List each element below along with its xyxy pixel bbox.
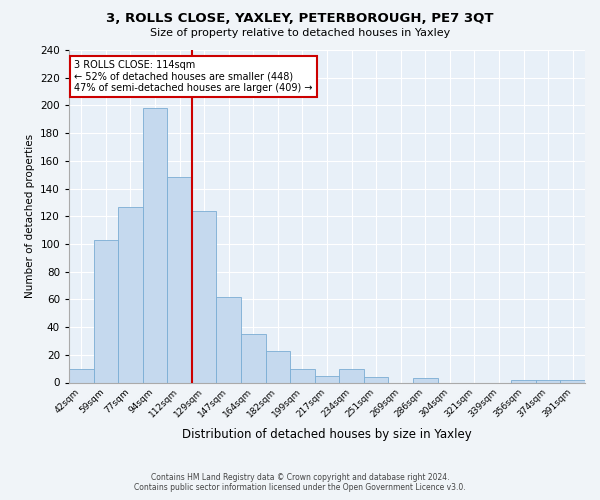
Bar <box>241 334 266 382</box>
Text: 3 ROLLS CLOSE: 114sqm
← 52% of detached houses are smaller (448)
47% of semi-det: 3 ROLLS CLOSE: 114sqm ← 52% of detached … <box>74 60 313 93</box>
Bar <box>536 380 560 382</box>
Bar <box>413 378 437 382</box>
Bar <box>315 376 339 382</box>
Bar <box>560 380 585 382</box>
Bar <box>339 368 364 382</box>
Bar <box>192 210 217 382</box>
Text: Contains HM Land Registry data © Crown copyright and database right 2024.
Contai: Contains HM Land Registry data © Crown c… <box>134 473 466 492</box>
Bar <box>266 350 290 382</box>
Bar <box>143 108 167 382</box>
Bar <box>167 178 192 382</box>
Bar <box>364 377 388 382</box>
Bar <box>217 296 241 382</box>
Bar <box>511 380 536 382</box>
Text: Size of property relative to detached houses in Yaxley: Size of property relative to detached ho… <box>150 28 450 38</box>
Bar <box>69 368 94 382</box>
Bar <box>290 368 315 382</box>
Y-axis label: Number of detached properties: Number of detached properties <box>25 134 35 298</box>
Text: 3, ROLLS CLOSE, YAXLEY, PETERBOROUGH, PE7 3QT: 3, ROLLS CLOSE, YAXLEY, PETERBOROUGH, PE… <box>106 12 494 26</box>
Bar <box>118 206 143 382</box>
Bar <box>94 240 118 382</box>
X-axis label: Distribution of detached houses by size in Yaxley: Distribution of detached houses by size … <box>182 428 472 441</box>
